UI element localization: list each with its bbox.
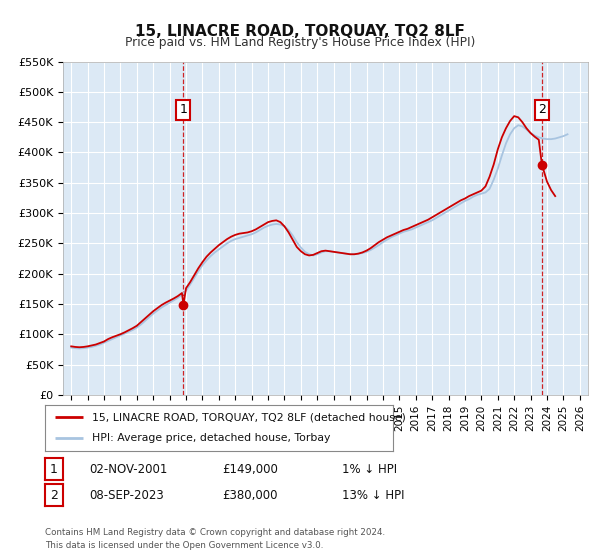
Text: 02-NOV-2001: 02-NOV-2001 [89,463,167,476]
Text: 08-SEP-2023: 08-SEP-2023 [89,488,164,502]
Text: 2: 2 [50,488,58,502]
Text: Price paid vs. HM Land Registry's House Price Index (HPI): Price paid vs. HM Land Registry's House … [125,36,475,49]
Text: HPI: Average price, detached house, Torbay: HPI: Average price, detached house, Torb… [92,433,331,443]
Text: This data is licensed under the Open Government Licence v3.0.: This data is licensed under the Open Gov… [45,541,323,550]
Text: 1: 1 [179,104,187,116]
Text: 1% ↓ HPI: 1% ↓ HPI [342,463,397,476]
Text: 15, LINACRE ROAD, TORQUAY, TQ2 8LF (detached house): 15, LINACRE ROAD, TORQUAY, TQ2 8LF (deta… [92,412,406,422]
Text: 2: 2 [538,104,546,116]
Text: £380,000: £380,000 [222,488,277,502]
Text: 1: 1 [50,463,58,476]
Text: 13% ↓ HPI: 13% ↓ HPI [342,488,404,502]
Text: £149,000: £149,000 [222,463,278,476]
Text: Contains HM Land Registry data © Crown copyright and database right 2024.: Contains HM Land Registry data © Crown c… [45,528,385,537]
Text: 15, LINACRE ROAD, TORQUAY, TQ2 8LF: 15, LINACRE ROAD, TORQUAY, TQ2 8LF [135,24,465,39]
